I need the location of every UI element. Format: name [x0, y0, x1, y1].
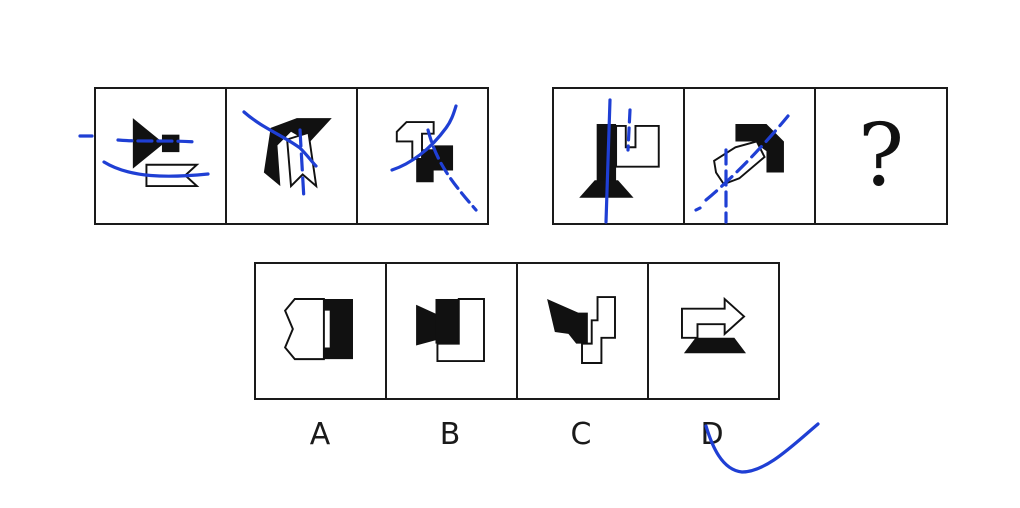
option-a-cell[interactable] — [254, 262, 387, 400]
group1-cell-3 — [356, 87, 489, 225]
option-b-figure — [416, 298, 485, 363]
option-d-figure — [681, 296, 746, 354]
group1-figure-3 — [395, 121, 454, 183]
group2-figure-1 — [579, 123, 660, 198]
question-mark-icon: ? — [857, 106, 905, 206]
group2-figure-2 — [713, 123, 784, 186]
group1-cell-1 — [94, 87, 227, 225]
option-d-cell[interactable] — [647, 262, 780, 400]
group1-figure-2 — [263, 118, 332, 189]
group2-cell-2 — [683, 87, 816, 225]
option-b-cell[interactable] — [385, 262, 518, 400]
option-a-label[interactable]: A — [309, 417, 331, 452]
option-c-figure — [547, 296, 616, 364]
group1-figure-1 — [132, 118, 200, 188]
option-c-label[interactable]: C — [570, 417, 592, 452]
option-a-figure — [283, 298, 353, 361]
group2-cell-1 — [552, 87, 685, 225]
group2-cell-3-missing: ? — [814, 87, 948, 225]
group1-cell-2 — [225, 87, 358, 225]
option-c-cell[interactable] — [516, 262, 649, 400]
option-d-label[interactable]: D — [700, 417, 724, 452]
option-b-label[interactable]: B — [439, 417, 461, 452]
